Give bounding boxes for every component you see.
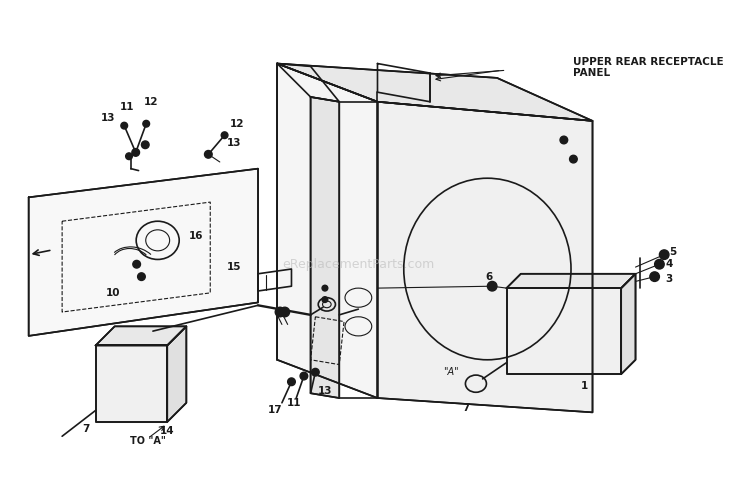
Text: UPPER REAR RECEPTACLE
PANEL: UPPER REAR RECEPTACLE PANEL bbox=[574, 57, 724, 78]
Circle shape bbox=[560, 136, 568, 144]
Circle shape bbox=[137, 273, 146, 281]
Polygon shape bbox=[28, 169, 258, 336]
Polygon shape bbox=[621, 274, 635, 374]
Circle shape bbox=[322, 285, 328, 291]
Circle shape bbox=[142, 120, 149, 127]
Text: TO "A": TO "A" bbox=[130, 436, 166, 446]
Text: 4: 4 bbox=[665, 259, 673, 269]
Circle shape bbox=[569, 155, 578, 163]
Text: 1: 1 bbox=[581, 381, 589, 391]
Text: 15: 15 bbox=[226, 262, 241, 272]
Circle shape bbox=[488, 282, 497, 291]
Text: 17: 17 bbox=[268, 405, 283, 415]
Circle shape bbox=[142, 141, 149, 148]
Text: 3: 3 bbox=[665, 274, 673, 284]
Text: 12: 12 bbox=[230, 119, 244, 129]
Circle shape bbox=[659, 250, 669, 259]
Polygon shape bbox=[310, 97, 339, 398]
Text: 11: 11 bbox=[287, 398, 302, 408]
Text: "A": "A" bbox=[443, 367, 459, 377]
Text: 12: 12 bbox=[144, 97, 158, 107]
Text: 5: 5 bbox=[669, 247, 676, 257]
Text: 6: 6 bbox=[486, 272, 493, 282]
Polygon shape bbox=[506, 288, 621, 374]
Circle shape bbox=[650, 272, 659, 282]
Circle shape bbox=[205, 150, 212, 158]
Text: 7: 7 bbox=[463, 402, 470, 412]
Polygon shape bbox=[506, 274, 635, 288]
Polygon shape bbox=[278, 63, 592, 121]
Circle shape bbox=[300, 372, 307, 380]
Circle shape bbox=[311, 368, 320, 376]
Text: 10: 10 bbox=[106, 288, 120, 298]
Text: 13: 13 bbox=[318, 386, 332, 396]
Text: eReplacementParts.com: eReplacementParts.com bbox=[282, 258, 434, 271]
Text: 11: 11 bbox=[120, 101, 134, 111]
Polygon shape bbox=[278, 63, 377, 398]
Text: 7: 7 bbox=[82, 424, 90, 434]
Circle shape bbox=[133, 260, 140, 268]
Circle shape bbox=[126, 153, 132, 159]
Text: 13: 13 bbox=[100, 113, 116, 123]
Circle shape bbox=[275, 307, 285, 317]
Polygon shape bbox=[377, 102, 592, 412]
Polygon shape bbox=[167, 326, 186, 422]
Circle shape bbox=[322, 297, 328, 302]
Text: 14: 14 bbox=[160, 427, 175, 437]
Circle shape bbox=[221, 132, 228, 139]
Polygon shape bbox=[95, 346, 167, 422]
Circle shape bbox=[280, 307, 290, 317]
Polygon shape bbox=[95, 326, 186, 346]
Circle shape bbox=[132, 148, 140, 156]
Circle shape bbox=[288, 378, 296, 386]
Circle shape bbox=[121, 122, 128, 129]
Circle shape bbox=[655, 259, 664, 269]
Text: 16: 16 bbox=[189, 231, 203, 241]
Text: 13: 13 bbox=[227, 138, 242, 148]
